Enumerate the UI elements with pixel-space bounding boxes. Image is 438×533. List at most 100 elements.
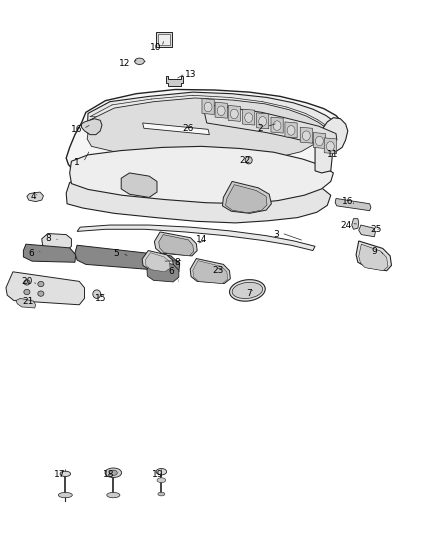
- Polygon shape: [243, 109, 255, 125]
- Text: 26: 26: [183, 124, 194, 133]
- Text: 8: 8: [46, 235, 52, 244]
- Ellipse shape: [38, 281, 44, 287]
- Ellipse shape: [58, 492, 72, 498]
- Polygon shape: [215, 102, 227, 118]
- Polygon shape: [142, 251, 173, 272]
- Text: 14: 14: [196, 236, 207, 245]
- Text: 12: 12: [120, 59, 131, 68]
- Text: 16: 16: [71, 125, 83, 134]
- Polygon shape: [147, 260, 179, 282]
- Polygon shape: [359, 225, 375, 237]
- Polygon shape: [257, 113, 269, 129]
- Ellipse shape: [157, 478, 166, 482]
- Polygon shape: [285, 122, 297, 138]
- Ellipse shape: [60, 471, 71, 477]
- Text: 10: 10: [150, 43, 162, 52]
- Ellipse shape: [230, 280, 265, 301]
- Text: 2: 2: [258, 124, 263, 133]
- Polygon shape: [166, 76, 183, 86]
- Text: 22: 22: [240, 156, 251, 165]
- Ellipse shape: [24, 280, 30, 285]
- Text: 9: 9: [371, 247, 377, 256]
- Polygon shape: [81, 119, 102, 135]
- Polygon shape: [202, 104, 337, 146]
- Text: 24: 24: [340, 221, 351, 230]
- Text: 5: 5: [113, 249, 119, 258]
- Polygon shape: [226, 184, 267, 213]
- Polygon shape: [356, 241, 392, 271]
- Text: 3: 3: [273, 230, 279, 239]
- Ellipse shape: [245, 113, 253, 123]
- Ellipse shape: [302, 131, 310, 141]
- Ellipse shape: [326, 142, 334, 151]
- Polygon shape: [143, 123, 209, 135]
- Ellipse shape: [232, 282, 263, 298]
- Polygon shape: [271, 117, 283, 133]
- Ellipse shape: [24, 289, 30, 295]
- Polygon shape: [154, 232, 197, 256]
- Text: 18: 18: [103, 471, 115, 479]
- Polygon shape: [70, 147, 333, 204]
- Polygon shape: [202, 99, 214, 115]
- Polygon shape: [324, 138, 336, 154]
- Polygon shape: [75, 245, 180, 272]
- Polygon shape: [300, 127, 312, 143]
- Text: 17: 17: [54, 471, 65, 479]
- Text: 23: 23: [212, 266, 224, 275]
- Polygon shape: [359, 244, 388, 271]
- Text: 19: 19: [152, 471, 164, 479]
- Ellipse shape: [135, 58, 145, 64]
- Polygon shape: [223, 181, 272, 213]
- Ellipse shape: [245, 157, 252, 164]
- Text: 21: 21: [22, 296, 33, 305]
- Ellipse shape: [230, 109, 238, 119]
- Polygon shape: [352, 219, 359, 229]
- Bar: [155, 31, 172, 47]
- Ellipse shape: [38, 291, 44, 296]
- Text: 6: 6: [28, 249, 34, 258]
- Polygon shape: [335, 198, 371, 211]
- Polygon shape: [16, 298, 35, 308]
- Text: 25: 25: [371, 225, 382, 234]
- Ellipse shape: [93, 290, 101, 298]
- Ellipse shape: [110, 470, 117, 475]
- Polygon shape: [313, 133, 325, 149]
- Ellipse shape: [105, 468, 122, 478]
- Ellipse shape: [259, 117, 267, 126]
- Ellipse shape: [217, 106, 225, 116]
- Bar: [158, 34, 170, 45]
- Polygon shape: [87, 92, 335, 155]
- Polygon shape: [190, 259, 230, 284]
- Polygon shape: [121, 173, 157, 197]
- Polygon shape: [23, 244, 76, 262]
- Ellipse shape: [107, 492, 120, 498]
- Text: 15: 15: [95, 294, 106, 303]
- Polygon shape: [42, 233, 71, 251]
- Ellipse shape: [204, 102, 212, 112]
- Ellipse shape: [315, 136, 323, 146]
- Polygon shape: [315, 118, 348, 173]
- Polygon shape: [145, 253, 170, 272]
- Polygon shape: [87, 98, 328, 162]
- Text: 11: 11: [327, 150, 338, 159]
- Ellipse shape: [287, 126, 295, 135]
- Polygon shape: [228, 106, 240, 122]
- Polygon shape: [159, 235, 194, 256]
- Text: 7: 7: [247, 288, 252, 297]
- Polygon shape: [27, 192, 43, 201]
- Text: 8: 8: [175, 258, 180, 266]
- Polygon shape: [77, 225, 315, 251]
- Polygon shape: [66, 90, 342, 192]
- Polygon shape: [193, 261, 228, 284]
- Ellipse shape: [156, 469, 166, 475]
- Text: 4: 4: [31, 192, 36, 201]
- Text: 6: 6: [168, 268, 174, 276]
- Polygon shape: [6, 272, 85, 305]
- Ellipse shape: [273, 121, 281, 131]
- Text: 16: 16: [342, 197, 353, 206]
- Ellipse shape: [158, 492, 165, 496]
- Text: 20: 20: [21, 277, 32, 286]
- Text: 13: 13: [185, 70, 196, 78]
- Text: 1: 1: [74, 158, 80, 167]
- Polygon shape: [66, 168, 331, 223]
